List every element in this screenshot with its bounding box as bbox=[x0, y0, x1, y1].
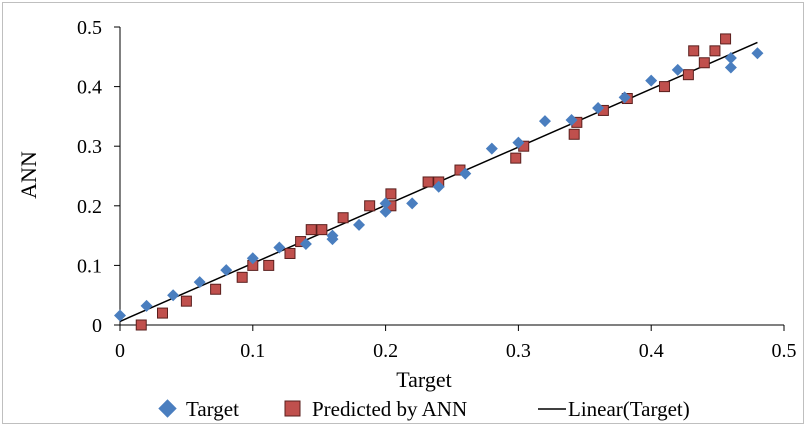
predicted-point bbox=[135, 319, 147, 331]
predicted-point bbox=[180, 295, 192, 307]
predicted-point bbox=[284, 247, 296, 259]
predicted-point bbox=[688, 45, 700, 57]
target-point bbox=[459, 167, 472, 180]
x-tick-label: 0.2 bbox=[373, 340, 398, 362]
target-point bbox=[353, 218, 366, 231]
legend-label-predicted: Predicted by ANN bbox=[312, 397, 467, 421]
y-axis-title: ANN bbox=[16, 151, 41, 199]
legend-label-linear: Linear(Target) bbox=[568, 397, 690, 421]
target-point bbox=[618, 91, 631, 104]
target-point bbox=[273, 241, 286, 254]
target-point bbox=[724, 51, 737, 64]
target-point bbox=[114, 309, 126, 322]
target-point bbox=[140, 299, 153, 312]
x-tick-label: 0.3 bbox=[506, 340, 531, 362]
predicted-point bbox=[385, 188, 397, 200]
legend: Target Predicted by ANN Linear(Target) bbox=[158, 397, 690, 421]
target-point bbox=[299, 237, 312, 250]
target-point bbox=[432, 180, 445, 193]
x-tick-label: 0.4 bbox=[639, 340, 664, 362]
target-point bbox=[326, 229, 339, 242]
target-point bbox=[751, 47, 764, 60]
plot-area: 0 0.1 0.2 0.3 0.4 0.5 0 0.1 0.2 0.3 0.4 0.5 bbox=[77, 17, 797, 362]
predicted-point bbox=[263, 259, 275, 271]
target-point bbox=[645, 74, 658, 87]
target-point bbox=[592, 102, 605, 115]
target-point bbox=[379, 205, 392, 218]
target-point bbox=[671, 63, 684, 76]
target-point bbox=[246, 252, 259, 265]
predicted-point bbox=[156, 307, 168, 319]
predicted-point bbox=[568, 128, 580, 140]
x-axis-title: Target bbox=[396, 367, 451, 392]
target-point bbox=[565, 113, 578, 126]
chart-frame bbox=[2, 2, 804, 424]
legend-marker-target bbox=[158, 399, 177, 418]
predicted-point bbox=[316, 224, 328, 236]
predicted-point bbox=[337, 212, 349, 224]
legend-marker-predicted bbox=[284, 400, 301, 417]
target-point bbox=[193, 276, 206, 289]
target-point bbox=[512, 136, 525, 149]
predicted-point bbox=[510, 152, 522, 164]
y-tick-label: 0.3 bbox=[77, 136, 102, 158]
target-point bbox=[485, 142, 498, 155]
predicted-point bbox=[709, 45, 721, 57]
predicted-point bbox=[720, 33, 732, 45]
x-tick-label: 0 bbox=[115, 340, 125, 362]
x-tick-label: 0.5 bbox=[772, 340, 797, 362]
predicted-point bbox=[698, 57, 710, 69]
predicted-point bbox=[210, 283, 222, 295]
legend-label-target: Target bbox=[186, 397, 239, 421]
target-point bbox=[379, 197, 392, 210]
predicted-point bbox=[236, 271, 248, 283]
y-tick-label: 0 bbox=[92, 315, 102, 337]
target-point bbox=[724, 61, 737, 74]
predicted-point bbox=[305, 224, 317, 236]
x-tick-label: 0.1 bbox=[240, 340, 265, 362]
predicted-point bbox=[364, 200, 376, 212]
target-point bbox=[406, 197, 419, 210]
predicted-point bbox=[682, 69, 694, 81]
target-point bbox=[167, 289, 180, 302]
predicted-point bbox=[658, 81, 670, 93]
y-tick-label: 0.5 bbox=[77, 17, 102, 39]
y-tick-label: 0.4 bbox=[77, 77, 102, 99]
predicted-point bbox=[422, 176, 434, 188]
y-tick-label: 0.2 bbox=[77, 196, 102, 218]
target-point bbox=[220, 264, 233, 277]
target-point bbox=[538, 115, 551, 128]
y-tick-label: 0.1 bbox=[77, 255, 102, 277]
